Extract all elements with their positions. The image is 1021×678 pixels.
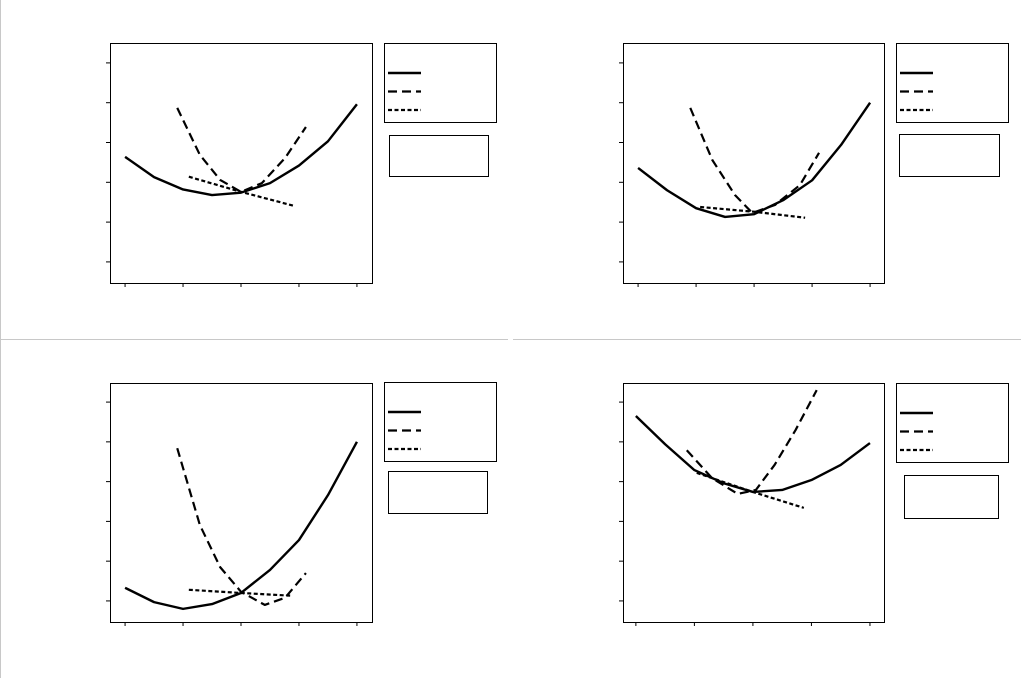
series-line <box>637 102 872 219</box>
series-line <box>700 205 806 219</box>
series-line <box>635 415 871 494</box>
note-box <box>388 471 488 514</box>
plot-frame <box>623 43 885 284</box>
legend-box <box>896 43 1009 123</box>
legend-box <box>896 383 1009 463</box>
series-line <box>176 447 307 606</box>
note-box <box>904 475 999 519</box>
legend-box <box>384 43 497 123</box>
plot-frame <box>110 383 373 623</box>
series-line <box>124 441 358 611</box>
plot-frame <box>110 43 373 284</box>
series-line <box>685 389 818 496</box>
legend-box <box>384 382 497 462</box>
series-line <box>689 107 820 215</box>
series-line <box>696 471 805 509</box>
note-box <box>899 134 1000 177</box>
series-line <box>188 588 293 597</box>
note-box <box>389 135 489 177</box>
series-line <box>188 175 295 207</box>
plot-frame <box>623 383 885 623</box>
series-line <box>124 103 358 197</box>
